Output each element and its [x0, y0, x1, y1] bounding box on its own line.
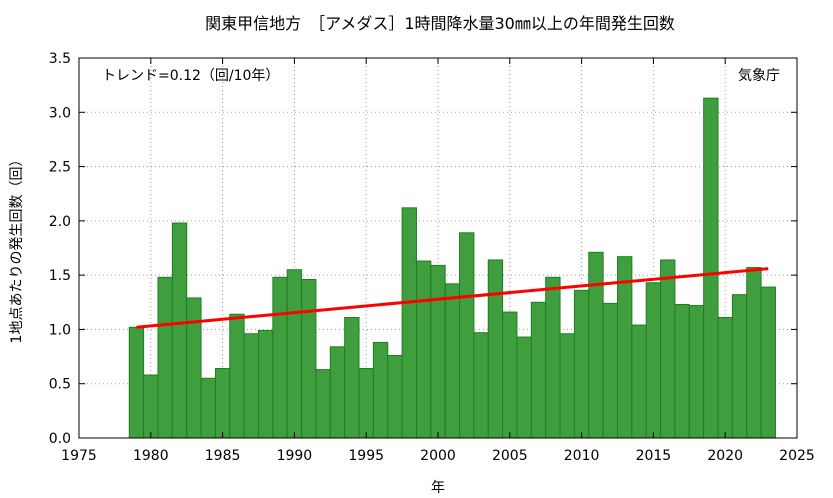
x-tick-labels: 1975 1980 1985 1990 1995 2000 2005 2010 2015 2020…	[61, 448, 815, 464]
bar	[258, 330, 274, 439]
axis-ticks	[78, 57, 798, 439]
bar	[301, 278, 317, 439]
bar	[229, 313, 245, 439]
bar	[660, 259, 676, 439]
trend-line	[136, 267, 769, 329]
bar	[430, 264, 446, 439]
x-tick-label: 1980	[133, 448, 169, 464]
bar	[703, 97, 719, 439]
y-tick-label: 2.5	[49, 160, 71, 176]
bar	[415, 260, 432, 439]
bar	[344, 316, 360, 439]
y-tick-label: 1.0	[49, 322, 71, 338]
bar	[487, 259, 504, 439]
bar	[473, 332, 489, 439]
bar	[459, 232, 475, 439]
x-tick-label: 2000	[420, 448, 456, 464]
bar	[214, 368, 231, 439]
bar	[516, 336, 532, 439]
x-tick-label: 1995	[348, 448, 384, 464]
bar	[186, 297, 202, 439]
bar	[717, 316, 733, 439]
bar	[272, 276, 288, 439]
bar	[372, 341, 389, 439]
bar	[401, 207, 417, 439]
bar	[530, 301, 547, 439]
bar	[731, 294, 748, 439]
x-tick-label: 2025	[779, 448, 815, 464]
x-tick-label: 2015	[636, 448, 672, 464]
x-tick-label: 2020	[707, 448, 743, 464]
bar	[358, 368, 374, 439]
source-label: 気象庁	[738, 68, 780, 84]
bar	[286, 269, 303, 439]
y-tick-label: 0.0	[49, 431, 71, 447]
bar	[688, 305, 705, 439]
chart-title: 関東甲信地方 ［アメダス］1時間降水量30㎜以上の年間発生回数	[205, 14, 675, 33]
y-tick-label: 3.0	[49, 105, 71, 121]
bar	[602, 302, 619, 439]
bar	[157, 276, 173, 439]
bar	[645, 282, 662, 439]
bar	[746, 267, 762, 439]
bar	[315, 369, 331, 439]
y-tick-label: 3.5	[49, 51, 71, 67]
bar	[545, 276, 561, 439]
x-tick-label: 1975	[61, 448, 97, 464]
bar	[243, 333, 259, 439]
bar	[674, 303, 690, 439]
x-tick-label: 2005	[492, 448, 528, 464]
bar	[171, 222, 188, 439]
bar	[387, 354, 403, 439]
x-axis-label: 年	[431, 480, 445, 496]
bar	[573, 289, 590, 439]
y-tick-label: 2.0	[49, 214, 71, 230]
trend-label: トレンド=0.12（回/10年）	[102, 68, 279, 84]
bar	[631, 324, 647, 439]
bar	[200, 377, 216, 439]
y-tick-labels: 0.0 0.5 1.0 1.5 2.0 2.5 3.0 3.5	[49, 51, 71, 447]
x-tick-label: 1985	[205, 448, 241, 464]
y-tick-label: 1.5	[49, 268, 71, 284]
bar	[559, 333, 575, 439]
bar	[128, 326, 145, 439]
bar	[444, 283, 461, 439]
bar	[588, 251, 604, 439]
x-tick-label: 2010	[564, 448, 600, 464]
bar	[502, 311, 518, 439]
y-axis-label: 1地点あたりの発生回数（回）	[9, 153, 25, 344]
bar	[760, 286, 776, 439]
bar	[329, 346, 346, 439]
x-tick-label: 1990	[277, 448, 313, 464]
bar	[143, 374, 159, 439]
bars	[128, 97, 776, 439]
y-tick-label: 0.5	[49, 377, 71, 393]
